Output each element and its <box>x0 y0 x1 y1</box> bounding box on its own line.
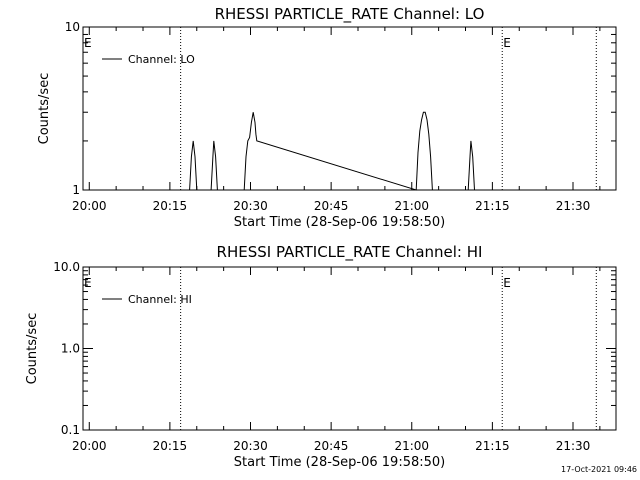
x-tick-label: 20:00 <box>72 439 107 453</box>
x-tick-label: 20:15 <box>153 439 188 453</box>
y-axis-label: Counts/sec <box>37 73 52 145</box>
x-tick-label: 20:45 <box>314 199 349 213</box>
legend-entry: Channel: HI <box>128 293 192 306</box>
y-tick-label: 10.0 <box>53 260 80 274</box>
x-axis-label: Start Time (28-Sep-06 19:58:50) <box>234 215 445 230</box>
x-tick-label: 21:15 <box>475 199 510 213</box>
x-tick-label: 21:30 <box>556 199 591 213</box>
x-tick-label: 20:30 <box>233 439 268 453</box>
x-tick-label: 21:15 <box>475 439 510 453</box>
x-tick-label: 20:00 <box>72 199 107 213</box>
x-tick-label: 21:00 <box>394 199 429 213</box>
series-line <box>83 111 616 191</box>
y-tick-label: 1.0 <box>61 342 80 356</box>
y-tick-label: 0.1 <box>61 423 80 437</box>
x-tick-label: 21:00 <box>394 439 429 453</box>
x-tick-label: 21:30 <box>556 439 591 453</box>
plot-frame <box>82 266 617 431</box>
y-tick-label: 10 <box>65 20 80 34</box>
legend-entry: Channel: LO <box>128 53 195 66</box>
event-marker: E <box>503 36 511 50</box>
chart-title: RHESSI PARTICLE_RATE Channel: LO <box>215 5 485 24</box>
plot-frame <box>82 26 617 191</box>
event-marker: E <box>503 276 511 290</box>
x-tick-label: 20:45 <box>314 439 349 453</box>
x-tick-label: 20:30 <box>233 199 268 213</box>
event-marker: E <box>84 36 92 50</box>
chart-title: RHESSI PARTICLE_RATE Channel: HI <box>217 243 483 262</box>
event-marker: E <box>84 276 92 290</box>
x-tick-label: 20:15 <box>153 199 188 213</box>
figure-timestamp: 17-Oct-2021 09:46 <box>561 465 637 474</box>
y-tick-label: 1 <box>72 183 80 197</box>
x-axis-label: Start Time (28-Sep-06 19:58:50) <box>234 455 445 470</box>
y-axis-label: Counts/sec <box>25 313 40 385</box>
